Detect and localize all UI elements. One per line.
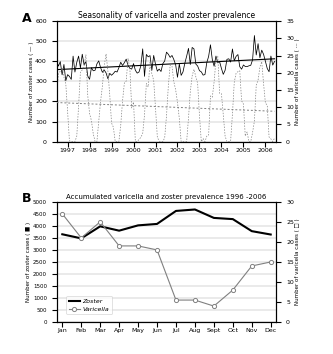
Text: B: B <box>21 192 31 205</box>
Title: Seasonality of varicella and zoster prevalence: Seasonality of varicella and zoster prev… <box>78 11 255 21</box>
Title: Accumulated varicella and zoster prevalence 1996 -2006: Accumulated varicella and zoster prevale… <box>66 194 267 200</box>
Y-axis label: Number of varicella cases ( ··· ): Number of varicella cases ( ··· ) <box>295 38 300 125</box>
Y-axis label: Number of zoster cases ( ■ ): Number of zoster cases ( ■ ) <box>27 222 32 302</box>
Legend: Zoster, Varicella: Zoster, Varicella <box>66 296 112 314</box>
Text: A: A <box>21 12 31 25</box>
Y-axis label: Number of varicella cases ( □ ): Number of varicella cases ( □ ) <box>295 219 300 305</box>
Y-axis label: Number of zoster cases ( — ): Number of zoster cases ( — ) <box>29 41 34 122</box>
